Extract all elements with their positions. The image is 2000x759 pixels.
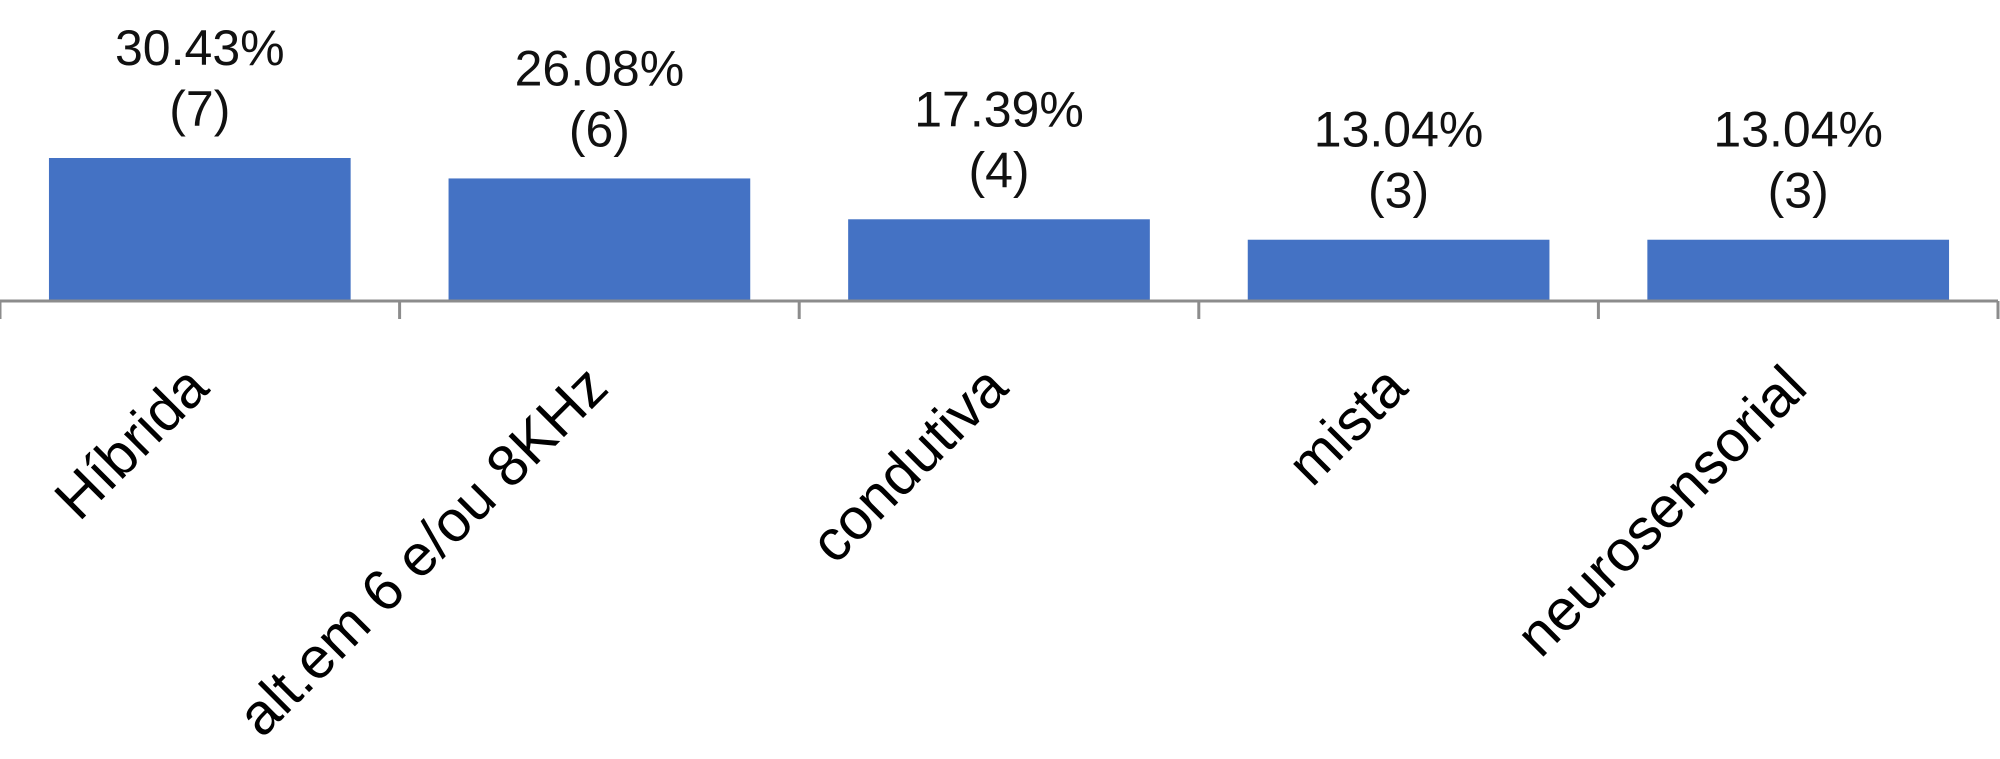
data-label-count: (7)	[169, 81, 230, 137]
data-label-count: (4)	[968, 142, 1029, 198]
data-labels-group: 30.43%(7)26.08%(6) 17.39%(4)13.04%(3)13.0…	[115, 20, 1883, 219]
x-tick-label: condutiva	[798, 353, 1020, 575]
x-tick-label: Híbrida	[42, 353, 221, 532]
data-label-percent: 13.04%	[1713, 102, 1883, 158]
bar	[48, 158, 351, 301]
bar	[1647, 239, 1950, 301]
data-label-count: (6)	[569, 101, 630, 157]
bars-group	[48, 158, 1950, 301]
data-label-percent: 13.04%	[1314, 102, 1484, 158]
data-label-count: (3)	[1368, 163, 1429, 219]
x-tick-label: alt.em 6 e/ou 8KHz	[225, 354, 620, 749]
data-label-count: (3)	[1768, 163, 1829, 219]
data-label-percent: 17.39%	[914, 81, 1084, 137]
category-labels-group: Híbrida alt.em 6 e/ou 8KHz condutiva mista n…	[42, 353, 1819, 748]
x-axis-ticks	[0, 301, 2000, 319]
data-label-percent: 26.08%	[515, 40, 685, 96]
data-label-percent: 30.43%	[115, 20, 285, 76]
bar	[1247, 239, 1550, 301]
x-tick-label: neurosensorial	[1504, 354, 1819, 669]
bar	[848, 219, 1150, 301]
x-tick-label: mista	[1275, 353, 1419, 497]
bar	[448, 178, 751, 301]
